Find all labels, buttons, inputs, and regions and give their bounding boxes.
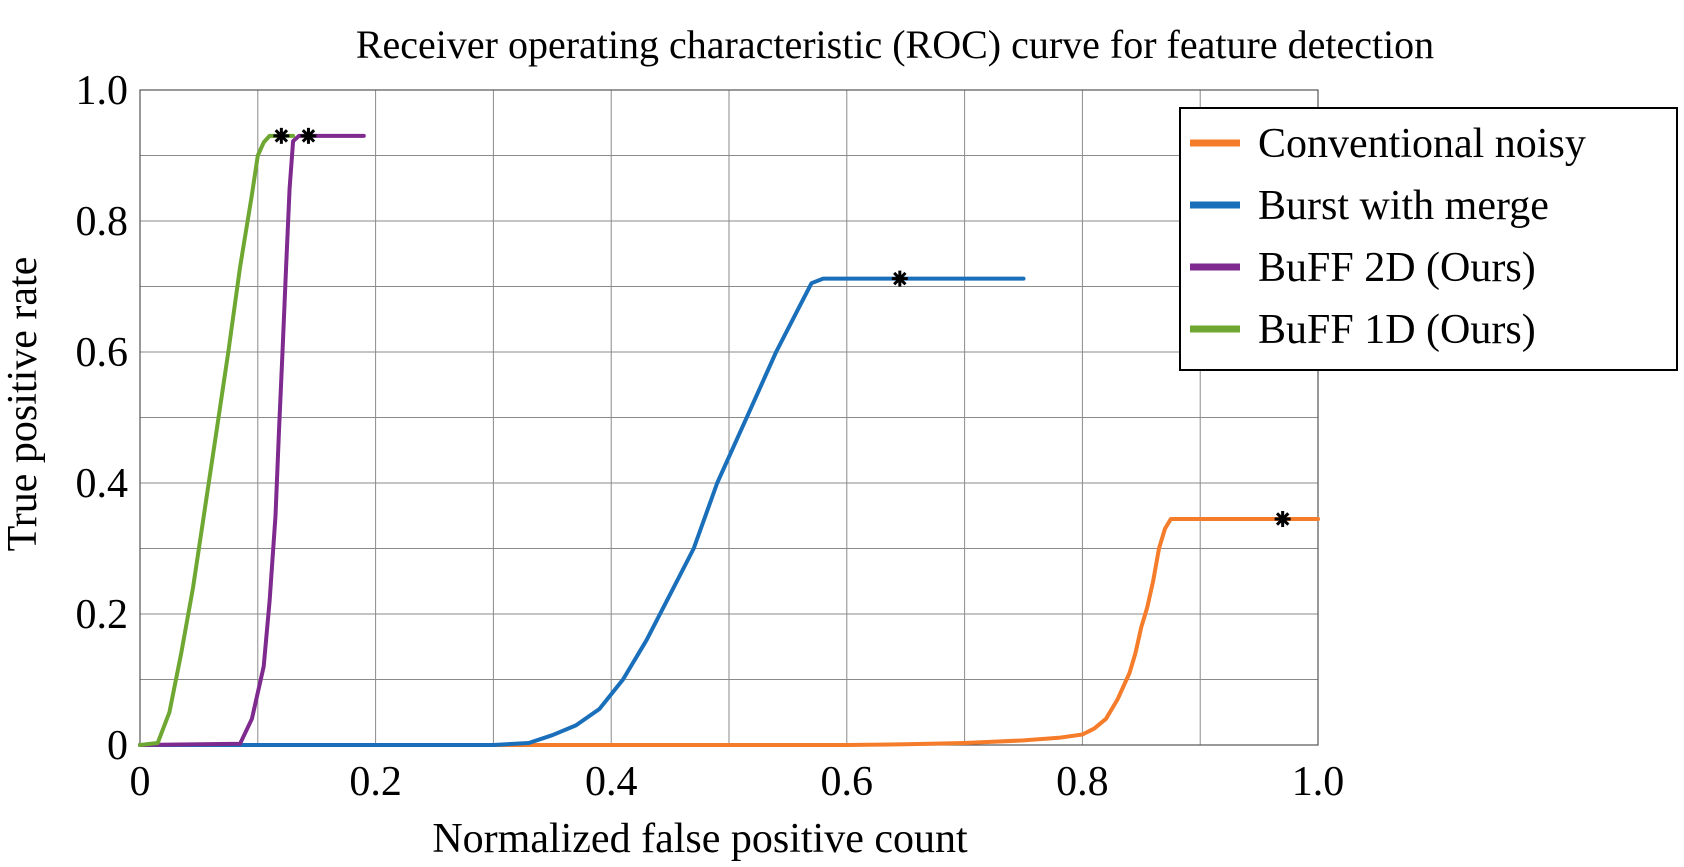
y-axis-ticks: 0 0.2 0.4 0.6 0.8 1.0 (76, 68, 129, 769)
series-line-buff-1d-ours (138, 133, 296, 747)
marker-dot (895, 274, 904, 283)
series-line-buff-2d-ours (138, 133, 366, 747)
x-tick-label: 0 (130, 759, 151, 805)
series-line-conventional-noisy (138, 517, 1320, 747)
y-tick-label: 0.4 (76, 461, 129, 507)
y-tick-label: 0.2 (76, 592, 129, 638)
y-axis-label: True positive rate (0, 257, 46, 552)
marker-dot (1278, 515, 1287, 524)
legend-label-buff-2d-ours: BuFF 2D (Ours) (1258, 245, 1536, 291)
x-tick-label: 0.8 (1056, 759, 1109, 805)
chart-title: Receiver operating characteristic (ROC) … (356, 22, 1434, 67)
series-markers (273, 127, 1291, 528)
marker-buff-1d-ours (273, 127, 290, 144)
legend-label-conventional-noisy: Conventional noisy (1258, 121, 1586, 167)
y-tick-label: 0.8 (76, 199, 129, 245)
y-tick-label: 0.6 (76, 330, 129, 376)
x-axis-ticks: 0 0.2 0.4 0.6 0.8 1.0 (130, 759, 1345, 805)
legend-label-buff-1d-ours: BuFF 1D (Ours) (1258, 307, 1536, 353)
y-tick-label: 0 (107, 723, 128, 769)
grid (139, 89, 1319, 746)
marker-dot (277, 131, 286, 140)
series-lines (138, 133, 1320, 747)
x-tick-label: 0.6 (821, 759, 874, 805)
x-tick-label: 0.2 (349, 759, 402, 805)
legend: Conventional noisy Burst with merge BuFF 2… (1179, 107, 1678, 371)
marker-buff-2d-ours (300, 127, 317, 144)
x-axis-label: Normalized false positive count (432, 816, 968, 862)
legend-box (1179, 107, 1678, 371)
y-tick-label: 1.0 (76, 68, 129, 114)
legend-label-burst-with-merge: Burst with merge (1258, 183, 1549, 229)
x-tick-label: 0.4 (585, 759, 638, 805)
series-line-burst-with-merge (138, 276, 1026, 747)
marker-dot (304, 131, 313, 140)
marker-burst-with-merge (891, 270, 908, 287)
marker-conventional-noisy (1274, 511, 1291, 528)
x-tick-label: 1.0 (1292, 759, 1345, 805)
